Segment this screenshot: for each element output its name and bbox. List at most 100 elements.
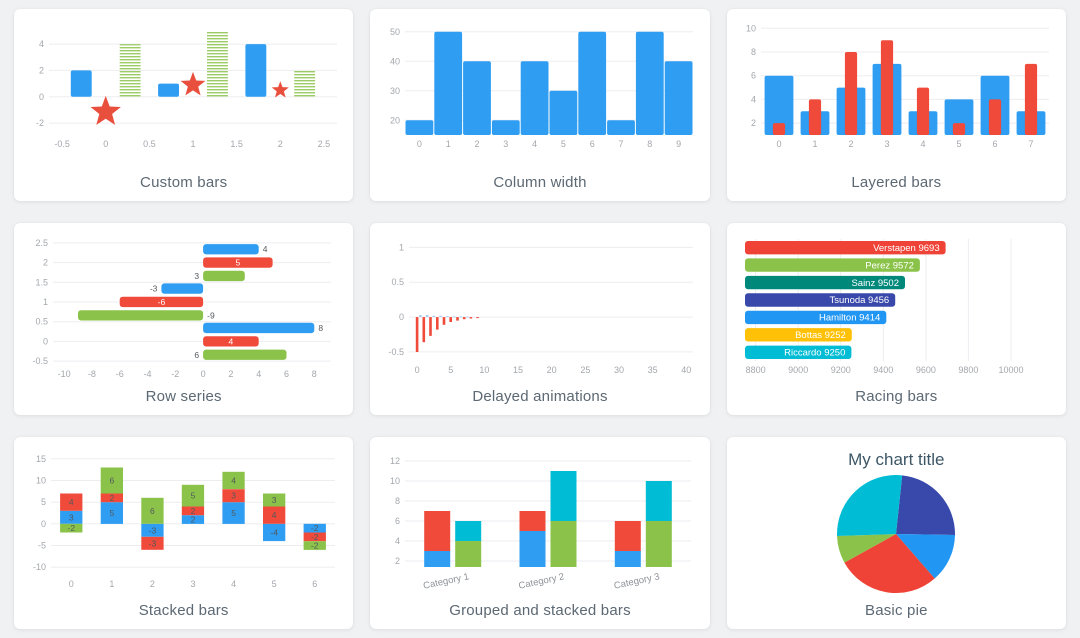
racing-bars-chart[interactable]: 8800 9000 9200 9400 9600 9800 10000 Verstapen 9…: [735, 231, 1057, 377]
row-series-chart[interactable]: -0.5 0 0.5 1 1.5 2 2.5 -10 -8 -6 -4 -2 0 2 4 6 8 4 5 3 -3 -6 -…: [23, 231, 345, 381]
svg-text:1: 1: [43, 297, 48, 307]
svg-text:-2: -2: [67, 523, 75, 533]
svg-text:9: 9: [676, 139, 681, 149]
card-row-series: -0.5 0 0.5 1 1.5 2 2.5 -10 -8 -6 -4 -2 0 2 4 6 8 4 5 3 -3 -6 -…: [14, 223, 354, 415]
svg-text:10: 10: [479, 365, 489, 375]
svg-text:0.5: 0.5: [143, 139, 156, 149]
column-width-chart[interactable]: 20 30 40 50 0 1 2 3 4 5 6 7 8 9: [379, 17, 701, 151]
svg-text:20: 20: [390, 115, 400, 125]
svg-text:1: 1: [446, 139, 451, 149]
svg-text:6: 6: [590, 139, 595, 149]
svg-text:4: 4: [921, 139, 926, 149]
svg-text:-9: -9: [207, 310, 215, 320]
pie-chart-title: My chart title: [848, 450, 945, 469]
svg-text:10: 10: [746, 23, 756, 33]
layered-bars-chart[interactable]: 2 4 6 8 10 0 1 2 3 4 5 6 7: [735, 17, 1057, 151]
svg-text:1.5: 1.5: [35, 277, 48, 287]
svg-text:10000: 10000: [999, 365, 1024, 375]
chart-title-basic-pie: Basic pie: [864, 602, 928, 619]
svg-text:3: 3: [503, 139, 508, 149]
svg-text:6: 6: [284, 369, 289, 379]
svg-text:2: 2: [190, 506, 195, 516]
svg-text:7: 7: [1029, 139, 1034, 149]
svg-text:-8: -8: [88, 369, 96, 379]
svg-text:0: 0: [41, 519, 46, 529]
svg-text:8: 8: [311, 369, 316, 379]
svg-text:0: 0: [43, 336, 48, 346]
svg-text:0: 0: [399, 312, 404, 322]
svg-text:30: 30: [614, 365, 624, 375]
delayed-animations-chart[interactable]: -0.500.510 5 10 15 20 25 30 35 40: [379, 231, 701, 377]
svg-text:10: 10: [390, 476, 400, 486]
svg-text:4: 4: [751, 94, 756, 104]
svg-text:-10: -10: [33, 562, 46, 572]
svg-text:Bottas 9252: Bottas 9252: [795, 330, 846, 341]
svg-text:5: 5: [235, 258, 240, 268]
svg-text:-2: -2: [36, 118, 44, 128]
svg-text:1: 1: [109, 579, 114, 589]
svg-text:0: 0: [417, 139, 422, 149]
card-delayed-animations: -0.5 0 0.5 1 0 5 10 15 20 25 30 35 40 Delayed animat…: [370, 223, 710, 415]
chart-title-stacked-bars: Stacked bars: [138, 602, 229, 619]
svg-text:15: 15: [36, 454, 46, 464]
svg-text:4: 4: [39, 39, 44, 49]
svg-text:4: 4: [395, 536, 400, 546]
svg-text:2: 2: [39, 65, 44, 75]
svg-text:4: 4: [256, 369, 261, 379]
svg-text:8: 8: [751, 47, 756, 57]
svg-text:40: 40: [681, 365, 691, 375]
svg-text:15: 15: [513, 365, 523, 375]
svg-text:3: 3: [271, 495, 276, 505]
svg-text:5: 5: [561, 139, 566, 149]
svg-text:2: 2: [474, 139, 479, 149]
svg-text:10: 10: [36, 475, 46, 485]
svg-text:-3: -3: [148, 538, 156, 548]
chart-title-column-width: Column width: [493, 174, 587, 191]
svg-text:9600: 9600: [916, 365, 936, 375]
svg-text:6: 6: [109, 475, 114, 485]
svg-text:-3: -3: [150, 284, 158, 294]
svg-text:0: 0: [39, 92, 44, 102]
svg-text:9000: 9000: [789, 365, 809, 375]
basic-pie-chart[interactable]: [821, 471, 971, 597]
svg-text:6: 6: [395, 516, 400, 526]
card-stacked-bars: -10 -5 0 5 10 15 3 4 -2 0 5 2 6 1 -3 -3 6 2 2 2 5 3 5 3 4 4 -4 4 3 5-…: [14, 437, 354, 629]
svg-text:5: 5: [271, 579, 276, 589]
svg-text:-5: -5: [38, 541, 46, 551]
svg-text:5: 5: [190, 491, 195, 501]
svg-text:30: 30: [390, 86, 400, 96]
svg-text:9200: 9200: [831, 365, 851, 375]
svg-text:5: 5: [231, 508, 236, 518]
svg-text:-6: -6: [157, 297, 165, 307]
custom-bars-chart[interactable]: -2 0 2 4 -0.5 0 0.5 1 1.5 2 2.5: [23, 17, 345, 151]
svg-text:-2: -2: [171, 369, 179, 379]
svg-text:2.5: 2.5: [317, 139, 330, 149]
svg-text:5: 5: [448, 365, 453, 375]
svg-text:-2: -2: [311, 523, 319, 533]
card-grouped-stacked-bars: 2 4 6 8 10 12 Category 1 Category 2 Category 3 G…: [370, 437, 710, 629]
svg-text:20: 20: [547, 365, 557, 375]
svg-text:0.5: 0.5: [391, 277, 404, 287]
svg-text:5: 5: [109, 508, 114, 518]
stacked-bars-chart[interactable]: -10-505101534-205261-3-36222535344-4435-…: [23, 445, 345, 591]
grouped-stacked-bars-chart[interactable]: 2 4 6 8 10 12 Category 1 Category 2 Category 3: [379, 445, 701, 591]
chart-title-layered-bars: Layered bars: [851, 174, 942, 191]
svg-text:50: 50: [390, 27, 400, 37]
svg-text:Category 3: Category 3: [613, 571, 661, 591]
svg-text:Category 2: Category 2: [518, 571, 566, 591]
svg-text:3: 3: [231, 491, 236, 501]
svg-text:-4: -4: [270, 528, 278, 538]
svg-text:2: 2: [190, 515, 195, 525]
card-racing-bars: 8800 9000 9200 9400 9600 9800 10000 Verstapen 9…: [726, 223, 1066, 415]
svg-text:4: 4: [271, 510, 276, 520]
svg-text:3: 3: [885, 139, 890, 149]
svg-text:6: 6: [312, 579, 317, 589]
svg-text:Category 1: Category 1: [422, 571, 470, 591]
svg-text:3: 3: [194, 271, 199, 281]
svg-text:4: 4: [532, 139, 537, 149]
chart-title-row-series: Row series: [145, 388, 222, 405]
svg-text:3: 3: [69, 512, 74, 522]
card-column-width: 20 30 40 50 0 1 2 3 4 5 6 7 8 9 Column width: [370, 9, 710, 201]
svg-text:2: 2: [150, 579, 155, 589]
